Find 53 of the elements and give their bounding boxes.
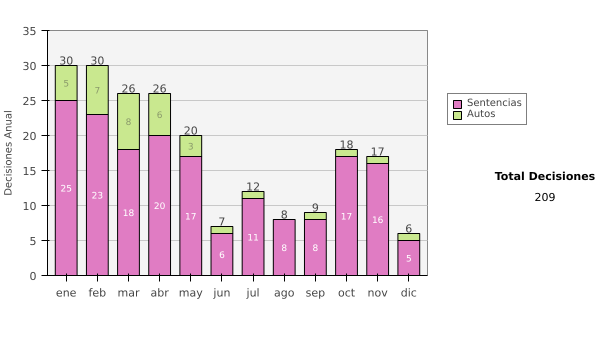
y-tick-label: 10	[22, 200, 37, 213]
total-label: 30	[90, 54, 104, 68]
total-label: 30	[59, 54, 74, 68]
x-tick-label: jul	[246, 286, 260, 300]
data-label: 16	[372, 216, 384, 226]
total-label: 17	[370, 146, 385, 158]
total-label: 9	[312, 202, 319, 214]
data-label: 25	[60, 184, 72, 194]
x-tick-label: abr	[150, 286, 170, 300]
data-label: 23	[92, 192, 104, 202]
data-label: 6	[156, 111, 163, 121]
total-label: 8	[280, 208, 288, 222]
total-label: 20	[184, 124, 198, 138]
total-label: 6	[405, 222, 412, 236]
data-label: 7	[94, 86, 100, 96]
x-tick-label: nov	[368, 286, 388, 300]
data-label: 11	[247, 234, 259, 244]
x-tick-label: feb	[88, 286, 106, 300]
total-label: 12	[246, 180, 260, 194]
x-tick-label: jun	[212, 286, 230, 300]
x-tick-label: oct	[338, 286, 356, 300]
data-label: 17	[340, 212, 352, 222]
data-label: 6	[219, 251, 226, 261]
y-tick-label: 15	[22, 165, 37, 178]
x-tick-label: mar	[117, 286, 140, 300]
total-label: 26	[152, 82, 167, 96]
x-tick-label: sep	[306, 286, 326, 300]
y-tick-label: 30	[22, 60, 37, 73]
y-tick-label: 5	[30, 235, 36, 248]
data-label: 17	[185, 212, 197, 222]
data-label: 5	[406, 254, 412, 264]
x-tick-label: ago	[274, 286, 295, 300]
data-label: 5	[63, 80, 70, 90]
legend-label: Sentencias	[467, 98, 522, 109]
legend-label: Autos	[467, 109, 496, 120]
annotations: Total Decisiones 209	[494, 170, 596, 206]
x-tick-label: ene	[56, 286, 77, 300]
y-tick-label: 25	[22, 95, 37, 108]
y-tick-label: 20	[22, 130, 37, 143]
y-tick-label: 0	[30, 270, 36, 283]
data-label: 8	[126, 118, 132, 128]
y-axis-title: Decisiones Anual	[4, 110, 15, 196]
x-tick-label: may	[178, 286, 204, 300]
data-label: 3	[188, 142, 194, 152]
data-label: 8	[312, 244, 319, 254]
total-label: 7	[218, 216, 226, 228]
data-label: 18	[122, 209, 134, 219]
total-label: 18	[340, 138, 354, 152]
x-tick-label: dic	[400, 286, 417, 300]
y-tick-label: 35	[22, 25, 37, 38]
data-label: 8	[281, 244, 288, 254]
data-label: 20	[154, 202, 166, 212]
total-label: 26	[121, 82, 136, 96]
